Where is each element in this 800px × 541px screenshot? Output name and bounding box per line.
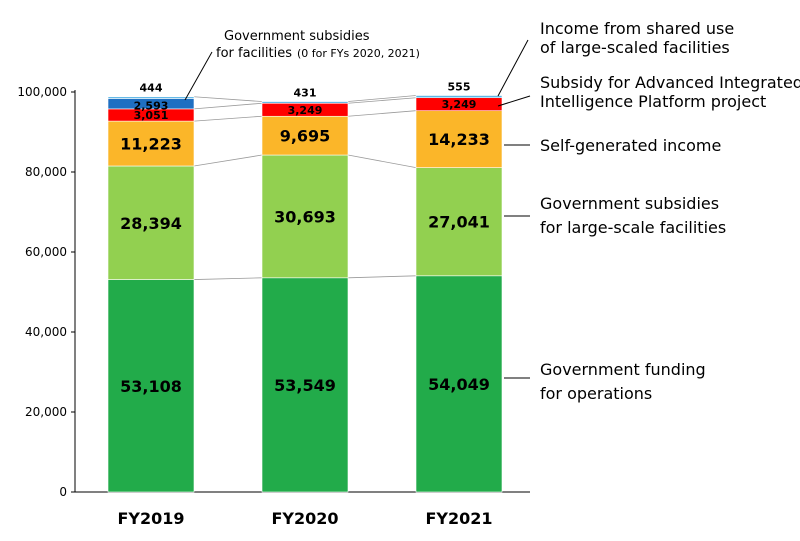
connector-line <box>347 275 417 279</box>
y-tick-label: 40,000 <box>25 325 67 339</box>
legend-label: Government funding <box>540 360 706 379</box>
bar-value-label: 9,695 <box>280 127 331 146</box>
connector-line <box>347 97 417 104</box>
y-tick-label: 80,000 <box>25 165 67 179</box>
note-leader-line <box>184 51 213 101</box>
connector-line <box>193 154 263 167</box>
bar-segment <box>415 110 503 168</box>
y-tick-label: 100,000 <box>17 85 67 99</box>
bar-value-label: 27,041 <box>428 213 490 232</box>
note-label: Government subsidies <box>224 29 370 44</box>
connector-line <box>193 277 263 280</box>
legend-label: Intelligence Platform project <box>540 92 766 111</box>
connector-line <box>193 96 263 102</box>
connector-line <box>347 154 417 169</box>
bar-value-label: 54,049 <box>428 375 490 394</box>
y-tick-label: 60,000 <box>25 245 67 259</box>
bar-segment <box>261 101 349 104</box>
legend-leader-line <box>497 95 531 107</box>
bar-value-label: 3,051 <box>134 109 169 122</box>
bar-segment <box>261 154 349 279</box>
x-category-label: FY2021 <box>425 509 492 528</box>
note-label-qualifier: (0 for FYs 2020, 2021) <box>297 47 420 60</box>
bar-value-label: 431 <box>294 87 317 100</box>
note-label: for facilities (0 for FYs 2020, 2021) <box>216 46 420 61</box>
bar-segment <box>415 275 503 493</box>
bar-value-label: 3,249 <box>442 98 477 111</box>
connector-line <box>193 102 263 110</box>
legend-label: Self-generated income <box>540 136 721 155</box>
bar-value-label: 53,108 <box>120 377 182 396</box>
legend-label: Subsidy for Advanced Integrated <box>540 73 800 92</box>
bar-value-label: 555 <box>448 80 471 93</box>
bar-value-label: 2,593 <box>134 100 169 113</box>
legend-label: of large-scaled facilities <box>540 38 730 57</box>
legend-label: for operations <box>540 384 652 403</box>
bar-segment <box>415 167 503 277</box>
bar-segment <box>261 277 349 493</box>
bar-value-label: 11,223 <box>120 135 182 154</box>
bar-value-label: 28,394 <box>120 214 182 233</box>
legend-leader-line <box>497 39 529 97</box>
x-category-label: FY2020 <box>271 509 338 528</box>
connector-line <box>193 115 263 122</box>
bar-segment <box>261 115 349 156</box>
connector-line <box>347 95 417 102</box>
bar-value-label: 53,549 <box>274 376 336 395</box>
bar-segment <box>107 96 195 99</box>
bar-value-label: 444 <box>140 82 163 95</box>
bar-value-label: 14,233 <box>428 130 490 149</box>
bar-segment <box>107 165 195 280</box>
connector-line <box>347 110 417 117</box>
legend-label: Income from shared use <box>540 19 734 38</box>
bar-segment <box>415 95 503 99</box>
legend-label: for large-scale facilities <box>540 218 726 237</box>
legend-label: Government subsidies <box>540 194 719 213</box>
note-label-main: for facilities <box>216 46 292 61</box>
y-tick-label: 20,000 <box>25 405 67 419</box>
bar-segment <box>107 120 195 167</box>
bar-value-label: 30,693 <box>274 207 336 226</box>
y-tick-label: 0 <box>59 485 67 499</box>
x-category-label: FY2019 <box>117 509 184 528</box>
bar-value-label: 3,249 <box>288 104 323 117</box>
